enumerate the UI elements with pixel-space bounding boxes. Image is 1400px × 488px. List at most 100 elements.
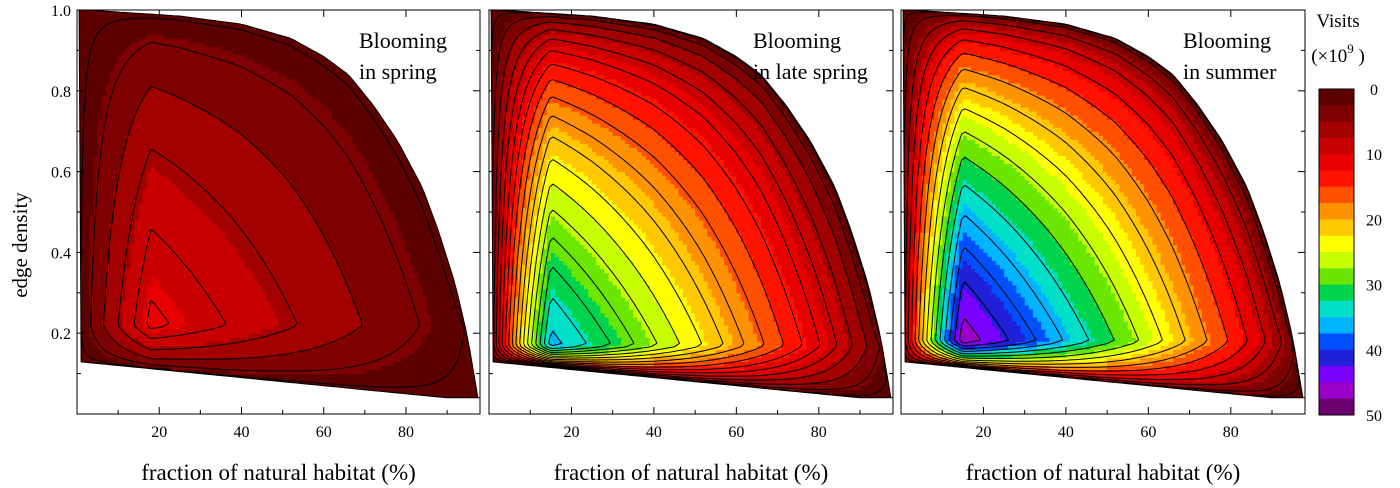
- colorbar-ticks: 0 10 20 30 40 50: [1366, 82, 1382, 425]
- contour-line: [498, 38, 838, 377]
- axis-ticks-spring: 20 40 60 80 0.2 0.4 0.6 0.8 1.0: [51, 3, 480, 441]
- contour-line: [146, 299, 170, 330]
- colorbar-band: [1319, 366, 1354, 383]
- colorbar-band: [1319, 300, 1354, 318]
- colorbar-band: [1319, 317, 1354, 334]
- colorbar-tick-label: 30: [1366, 278, 1382, 295]
- contour-line: [539, 266, 611, 352]
- panel-summer: 20 40 60 80 Blooming in summer fraction of …: [900, 9, 1306, 485]
- contour-line: [515, 115, 745, 363]
- colorbar-band: [1319, 105, 1354, 123]
- colorbar-band: [1319, 203, 1354, 220]
- contour-line: [914, 52, 1229, 372]
- x-tick-label: 20: [975, 424, 991, 441]
- data-region-boundary-spring: [78, 9, 480, 399]
- contour-line: [90, 41, 420, 372]
- x-tick-label: 80: [811, 424, 827, 441]
- contour-line: [548, 331, 563, 347]
- contour-line: [904, 20, 1282, 386]
- colorbar-band: [1319, 252, 1354, 269]
- x-axis-label-summer: fraction of natural habitat (%): [966, 460, 1241, 485]
- colorbar-band: [1319, 137, 1354, 155]
- y-tick-label: 0.8: [51, 84, 71, 101]
- x-tick-label: 20: [151, 424, 167, 441]
- colorbar-tick-label: 0: [1370, 82, 1378, 99]
- colorbar-tick-label: 50: [1366, 408, 1382, 425]
- x-tick-label: 60: [1140, 424, 1156, 441]
- contour-line: [922, 87, 1186, 365]
- colorbar: Visits (×109 ) 0 10 20 30 40 50: [1311, 11, 1382, 425]
- colorbar-unit-suffix: ): [1354, 46, 1365, 67]
- contour-line: [531, 209, 658, 355]
- contour-line: [519, 136, 724, 361]
- colorbar-tick-label: 40: [1366, 343, 1382, 360]
- panel-title-line1-late-spring: Blooming: [753, 28, 841, 53]
- colorbar-band: [1319, 235, 1354, 253]
- colorbar-band: [1319, 219, 1354, 237]
- contour-line: [939, 184, 1090, 355]
- contour-line: [543, 298, 587, 349]
- colorbar-unit-prefix: (×10: [1311, 46, 1347, 67]
- x-tick-label: 40: [233, 424, 249, 441]
- contour-line: [930, 131, 1140, 359]
- colorbar-unit: (×109 ): [1311, 41, 1365, 67]
- colorbar-band: [1319, 268, 1354, 286]
- contour-line: [103, 86, 363, 360]
- axis-ticks-summer: 20 40 60 80: [901, 9, 1305, 441]
- y-tick-label: 0.6: [51, 165, 71, 182]
- contour-line: [495, 29, 853, 381]
- contour-line: [926, 108, 1163, 362]
- y-tick-label: 1.0: [51, 3, 71, 20]
- colorbar-band: [1319, 398, 1354, 416]
- colorbar-band: [1319, 89, 1354, 106]
- x-tick-label: 40: [1058, 424, 1074, 441]
- contour-line: [535, 237, 635, 354]
- x-tick-label: 40: [646, 424, 662, 441]
- colorbar-band: [1319, 170, 1354, 188]
- contour-lines-late-spring: [491, 12, 888, 397]
- colorbar-band: [1319, 284, 1354, 302]
- colorbar-band: [1319, 349, 1354, 367]
- colorbar-band: [1319, 121, 1354, 139]
- colorbar-tick-label: 20: [1366, 212, 1382, 229]
- contour-line: [508, 79, 784, 368]
- panel-title-line2-late-spring: in late spring: [753, 59, 868, 84]
- contour-line: [504, 63, 803, 371]
- colorbar-unit-exponent: 9: [1347, 41, 1354, 56]
- contour-line: [493, 21, 868, 385]
- data-region-boundary-late-spring: [490, 9, 893, 399]
- x-tick-label: 60: [316, 424, 332, 441]
- x-tick-label: 80: [1223, 424, 1239, 441]
- colorbar-band: [1319, 154, 1354, 171]
- data-region-boundary-summer: [902, 9, 1305, 399]
- panel-title-line1-spring: Blooming: [359, 28, 447, 53]
- contour-line: [959, 318, 982, 344]
- panel-title-line1-summer: Blooming: [1183, 28, 1271, 53]
- contour-line: [527, 183, 681, 357]
- contour-line: [511, 96, 765, 365]
- panel-late-spring: 20 40 60 80 Blooming in late spring fractio…: [488, 9, 894, 485]
- contour-line: [918, 68, 1208, 368]
- contour-line: [944, 214, 1064, 352]
- x-tick-label: 80: [398, 424, 414, 441]
- y-axis-label: edge density: [8, 192, 32, 298]
- y-tick-label: 0.4: [51, 245, 71, 262]
- colorbar-band: [1319, 333, 1354, 351]
- contour-line: [117, 148, 298, 351]
- y-tick-label: 0.2: [51, 326, 71, 343]
- contour-line: [133, 228, 227, 340]
- contour-line: [910, 39, 1248, 376]
- colorbar-bands: [1318, 88, 1355, 416]
- axis-ticks-late-spring: 20 40 60 80: [489, 9, 893, 441]
- colorbar-frame: [1318, 88, 1355, 416]
- contour-line: [907, 28, 1266, 381]
- colorbar-title: Visits: [1316, 11, 1359, 32]
- panel-title-line2-summer: in summer: [1183, 59, 1277, 84]
- x-axis-label-late-spring: fraction of natural habitat (%): [554, 460, 829, 485]
- colorbar-tick-label: 10: [1366, 147, 1382, 164]
- x-tick-label: 60: [728, 424, 744, 441]
- contour-line: [523, 159, 703, 359]
- contour-line: [954, 281, 1010, 347]
- contour-line: [949, 247, 1037, 350]
